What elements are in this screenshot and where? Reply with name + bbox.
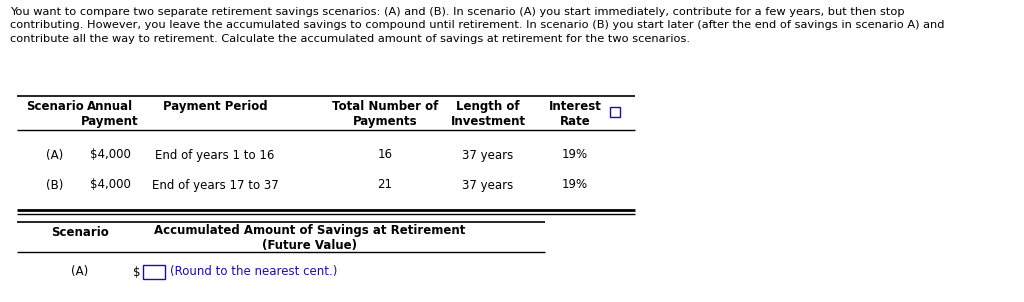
Text: (A): (A): [72, 265, 89, 278]
Text: You want to compare two separate retirement savings scenarios: (A) and (B). In s: You want to compare two separate retirem…: [10, 7, 904, 17]
Text: (A): (A): [46, 149, 63, 162]
Text: $: $: [133, 265, 140, 278]
Text: Interest
Rate: Interest Rate: [549, 100, 601, 128]
Text: Accumulated Amount of Savings at Retirement
(Future Value): Accumulated Amount of Savings at Retirem…: [155, 224, 466, 252]
Text: contribute all the way to retirement. Calculate the accumulated amount of saving: contribute all the way to retirement. Ca…: [10, 34, 690, 44]
Text: 37 years: 37 years: [463, 149, 514, 162]
Text: Total Number of
Payments: Total Number of Payments: [332, 100, 438, 128]
Text: Scenario: Scenario: [27, 100, 84, 113]
Bar: [143, 265, 165, 279]
Text: Scenario: Scenario: [51, 226, 109, 239]
Text: Payment Period: Payment Period: [163, 100, 267, 113]
Text: 19%: 19%: [562, 149, 588, 162]
Text: End of years 1 to 16: End of years 1 to 16: [156, 149, 274, 162]
Text: Annual
Payment: Annual Payment: [81, 100, 139, 128]
Text: contributing. However, you leave the accumulated savings to compound until retir: contributing. However, you leave the acc…: [10, 21, 944, 31]
Text: 19%: 19%: [562, 178, 588, 191]
Text: 37 years: 37 years: [463, 178, 514, 191]
Text: 21: 21: [378, 178, 392, 191]
Text: End of years 17 to 37: End of years 17 to 37: [152, 178, 279, 191]
Text: $4,000: $4,000: [89, 178, 130, 191]
Text: (B): (B): [46, 178, 63, 191]
Text: 16: 16: [378, 149, 392, 162]
Text: (Round to the nearest cent.): (Round to the nearest cent.): [170, 265, 337, 278]
Text: $4,000: $4,000: [89, 149, 130, 162]
Bar: [610, 107, 620, 117]
Text: Length of
Investment: Length of Investment: [451, 100, 525, 128]
